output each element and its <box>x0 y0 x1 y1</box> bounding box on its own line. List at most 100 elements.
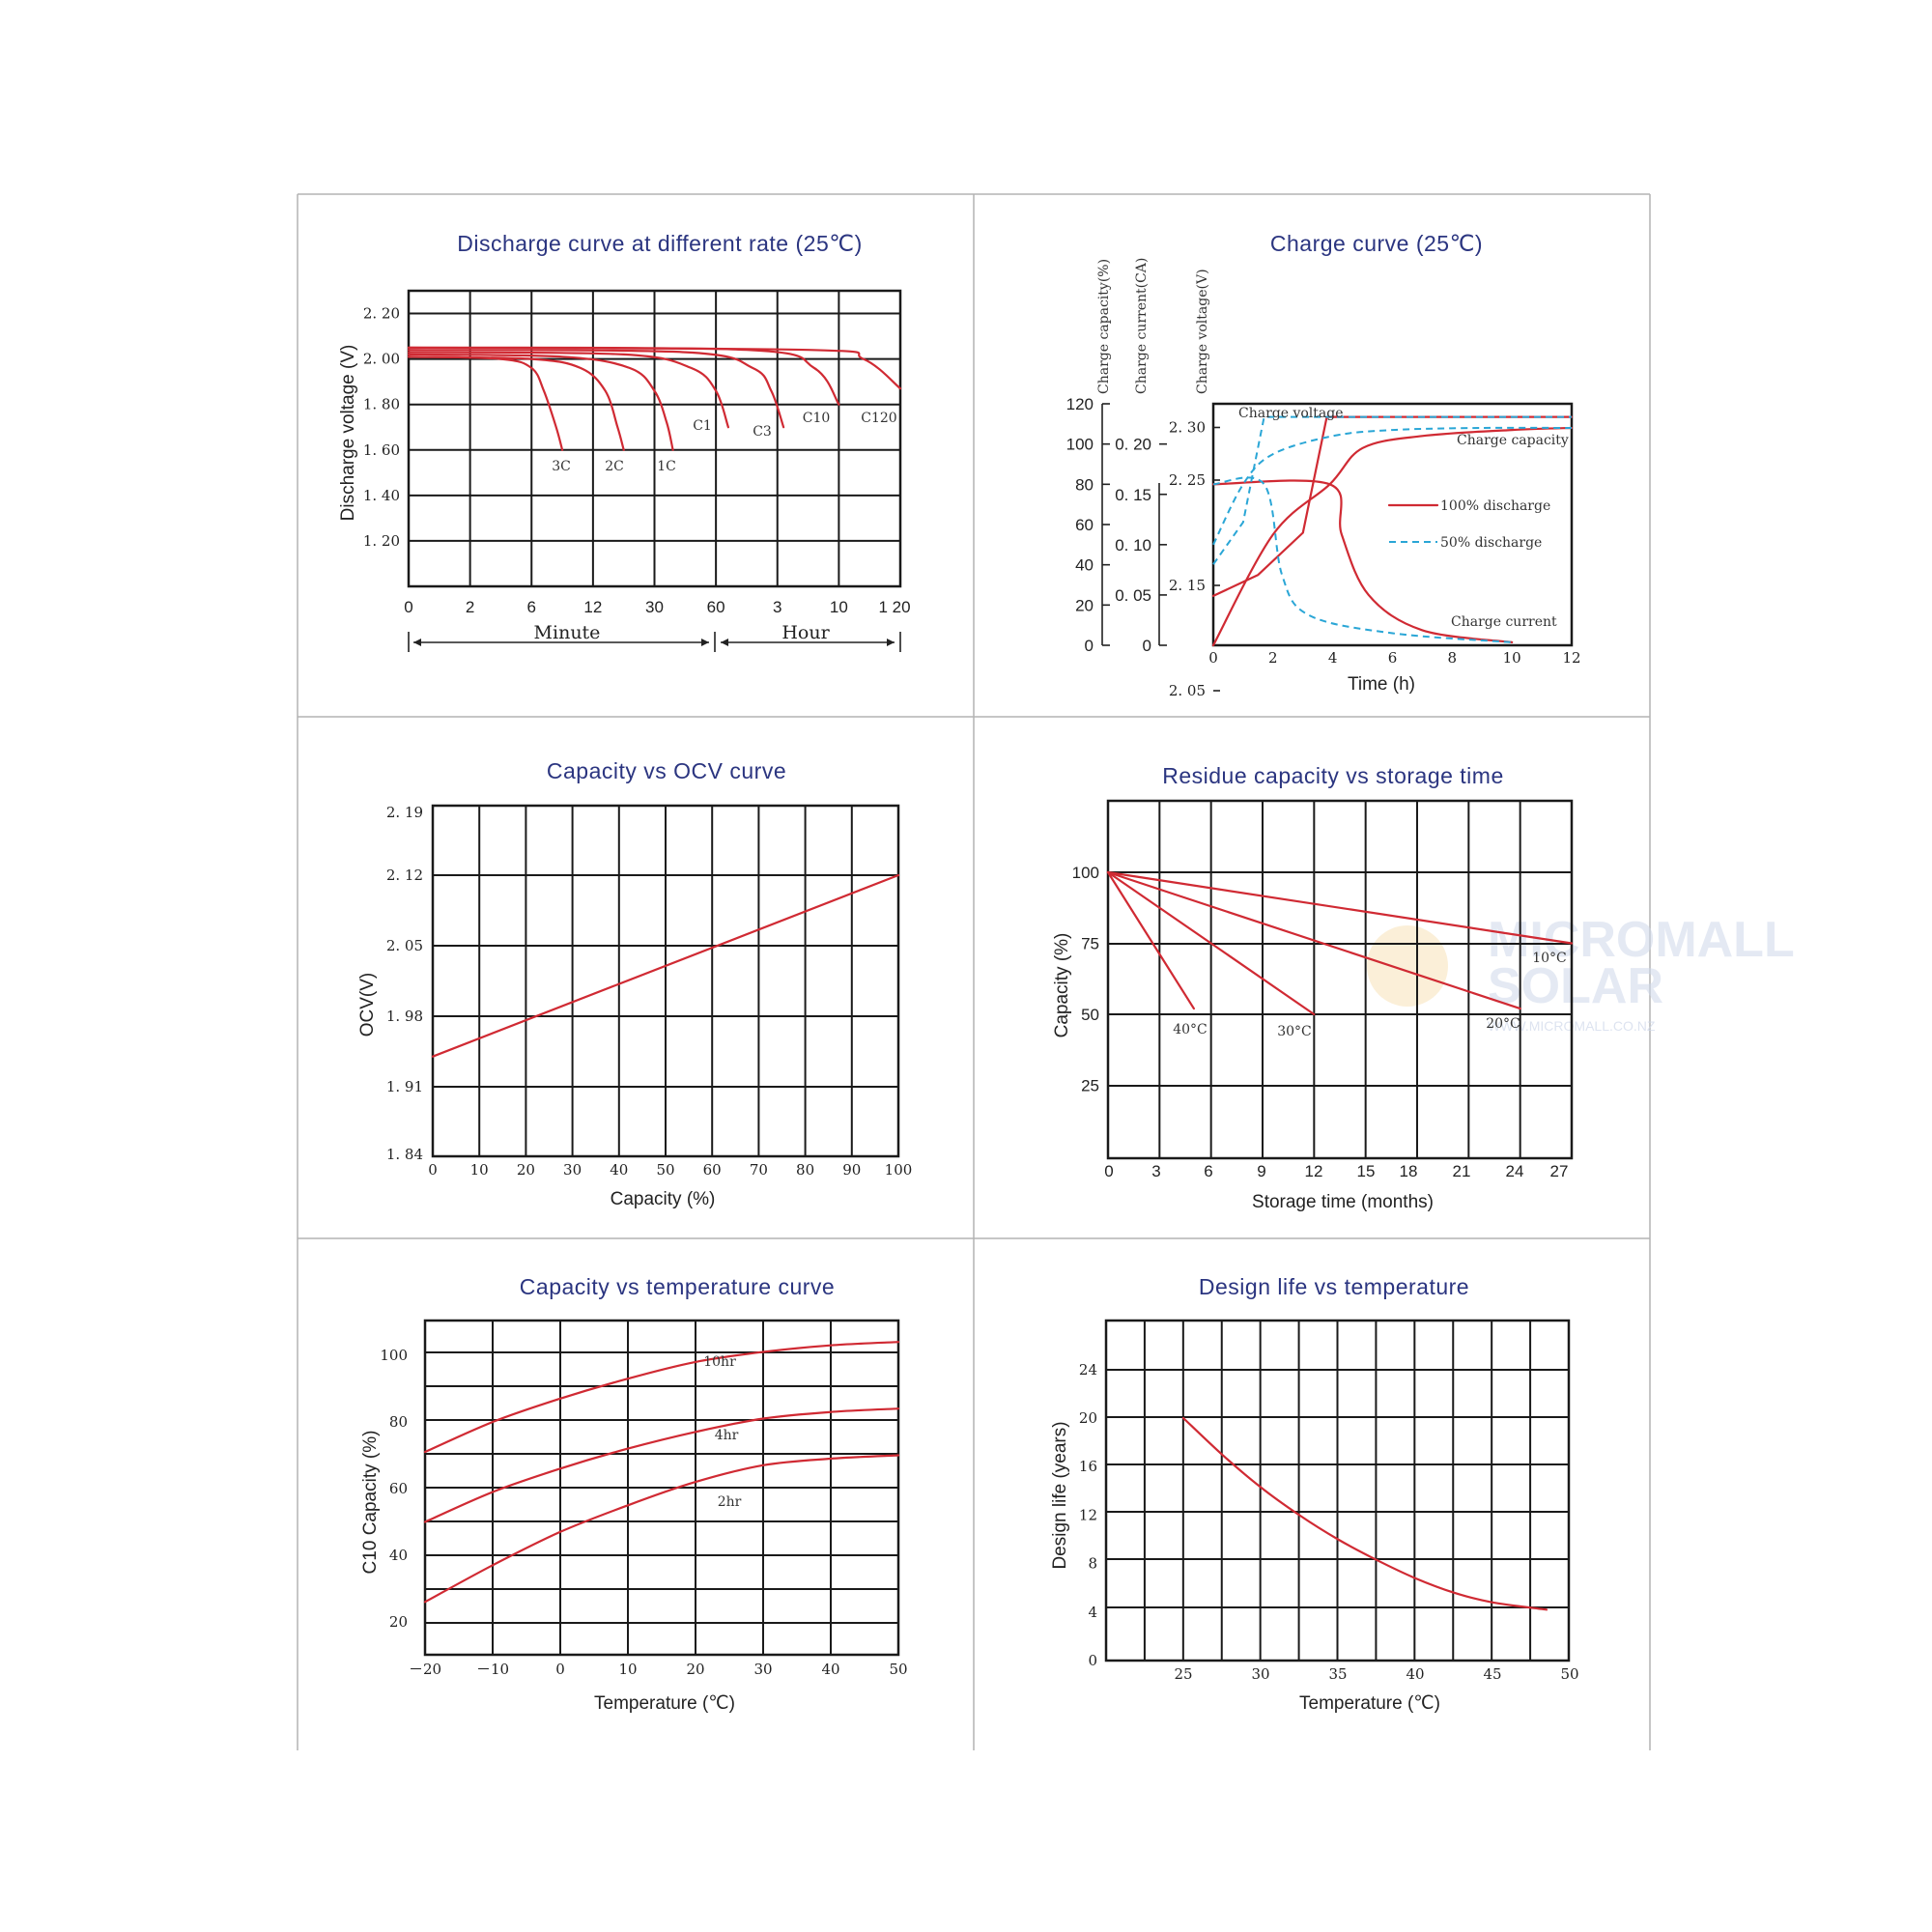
residue-series-labels: 40°C 30°C 20°C 10°C <box>1173 951 1567 1039</box>
ocv-xlabel: Capacity (%) <box>611 1189 716 1209</box>
ocv-ytick: 1. 84 <box>386 1146 423 1163</box>
life-series <box>1181 1416 1548 1611</box>
life-ytick: 20 <box>1079 1409 1097 1427</box>
charge-capacity-tick: 40 <box>1075 556 1094 575</box>
charge-xtick: 0 <box>1208 649 1218 667</box>
residue-series-30-c <box>1106 870 1316 1016</box>
ocv-xtick: 10 <box>470 1161 489 1179</box>
captemp-series-2hr <box>423 1454 900 1604</box>
captemp-xtick: 40 <box>821 1661 839 1678</box>
ocv-xtick: 0 <box>428 1161 438 1179</box>
ocv-title: Capacity vs OCV curve <box>547 758 786 783</box>
charge-xtick: 2 <box>1268 649 1278 667</box>
charge-xtick: 4 <box>1328 649 1338 667</box>
discharge-grid-border <box>407 289 902 588</box>
residue-xtick: 6 <box>1204 1162 1212 1180</box>
discharge-xtick: 6 <box>527 598 536 616</box>
captemp-xtick: 30 <box>753 1661 772 1678</box>
captemp-panel: Capacity vs temperature curve C10 Capaci… <box>360 1274 908 1714</box>
life-xtick: 35 <box>1328 1665 1347 1683</box>
captemp-label-4hr: 4hr <box>715 1428 739 1443</box>
discharge-ytick: 1. 40 <box>363 487 400 504</box>
captemp-grid-border <box>423 1319 900 1657</box>
discharge-series-3c <box>407 355 564 451</box>
charge-current-tick: 0. 20 <box>1115 436 1151 454</box>
life-xtick: 50 <box>1560 1665 1578 1683</box>
charge-title: Charge curve (25℃) <box>1270 231 1483 256</box>
charge-capacity-tick: 0 <box>1085 637 1094 655</box>
captemp-title: Capacity vs temperature curve <box>520 1274 835 1299</box>
ocv-grid-border <box>431 804 900 1158</box>
discharge-label-c3: C3 <box>753 424 772 440</box>
captemp-ytick: 40 <box>389 1547 408 1564</box>
charge-voltage-tick: 2. 05 <box>1169 682 1206 699</box>
discharge-label-c1: C1 <box>693 418 712 434</box>
life-grid <box>1104 1319 1571 1662</box>
life-xtick: 45 <box>1483 1665 1501 1683</box>
discharge-xtick: 0 <box>404 598 412 616</box>
discharge-series-2c <box>407 355 625 451</box>
captemp-ylabel: C10 Capacity (%) <box>360 1431 381 1575</box>
discharge-ytick: 2. 20 <box>363 305 400 323</box>
life-ylabel: Design life (years) <box>1050 1421 1070 1569</box>
residue-ylabel: Capacity (%) <box>1052 933 1072 1038</box>
life-xlabel: Temperature (℃) <box>1299 1693 1440 1714</box>
charge-axis-title-voltage: Charge voltage(V) <box>1195 269 1210 394</box>
legend-100-discharge: 100% discharge <box>1440 498 1550 514</box>
residue-series-10-c <box>1106 870 1574 945</box>
discharge-ytick: 2. 00 <box>363 351 400 368</box>
watermark-line2: SOLAR <box>1488 958 1663 1014</box>
captemp-series-10hr <box>423 1341 900 1454</box>
charge-capacity-tick: 60 <box>1075 516 1094 534</box>
charge-capacity-tick: 100 <box>1066 436 1094 454</box>
discharge-label-2c: 2C <box>605 459 624 474</box>
charge-ann-voltage: Charge voltage <box>1238 406 1344 421</box>
discharge-xtick: 1 20 <box>878 598 910 616</box>
life-xtick: 40 <box>1406 1665 1424 1683</box>
ocv-ticks: 0 10 20 30 40 50 60 70 80 90 100 2. 19 2. 12 2. 05 1. … <box>386 804 912 1179</box>
charge-ann-current: Charge current <box>1451 614 1557 630</box>
captemp-xlabel: Temperature (℃) <box>594 1693 735 1714</box>
charge-xtick: 10 <box>1503 649 1521 667</box>
life-ytick: 8 <box>1088 1555 1097 1573</box>
captemp-series-4hr <box>423 1407 900 1523</box>
residue-label-20: 20°C <box>1486 1016 1520 1032</box>
charge-capacity-tick: 120 <box>1066 395 1094 413</box>
charge-current-tick: 0. 15 <box>1115 486 1151 504</box>
ocv-ytick: 1. 98 <box>386 1008 423 1025</box>
residue-series-20-c <box>1106 870 1521 1010</box>
captemp-xtick: 50 <box>889 1661 907 1678</box>
life-series-line-0 <box>1181 1416 1548 1611</box>
ocv-ytick: 2. 19 <box>386 804 423 821</box>
discharge-xtick: 2 <box>466 598 474 616</box>
discharge-title: Discharge curve at different rate (25℃) <box>457 231 862 256</box>
charge-xtick: 6 <box>1388 649 1398 667</box>
ocv-xtick: 30 <box>563 1161 582 1179</box>
captemp-xtick: 10 <box>618 1661 637 1678</box>
discharge-xtick: 10 <box>830 598 848 616</box>
discharge-label-c120: C120 <box>861 411 896 426</box>
life-ytick: 24 <box>1079 1361 1097 1378</box>
residue-xtick: 3 <box>1151 1162 1160 1180</box>
captemp-series <box>423 1341 900 1604</box>
captemp-grid <box>423 1319 900 1657</box>
discharge-group-hour: Hour <box>781 622 830 643</box>
legend-50-discharge: 50% discharge <box>1440 535 1542 551</box>
ocv-series <box>431 873 900 1058</box>
residue-xtick: 18 <box>1400 1162 1418 1180</box>
residue-xtick: 27 <box>1550 1162 1569 1180</box>
discharge-xtick: 30 <box>645 598 664 616</box>
residue-grid-border <box>1106 799 1574 1160</box>
residue-label-30: 30°C <box>1277 1024 1312 1039</box>
charge-ann-capacity: Charge capacity <box>1457 433 1569 448</box>
ocv-series-line-0 <box>431 873 900 1058</box>
captemp-ytick: 20 <box>389 1613 408 1631</box>
residue-xtick: 0 <box>1104 1162 1113 1180</box>
life-ytick: 4 <box>1088 1604 1097 1621</box>
captemp-label-2hr: 2hr <box>718 1494 742 1510</box>
life-xtick: 30 <box>1251 1665 1269 1683</box>
ocv-panel: Capacity vs OCV curve OCV(V) 0 10 20 30 40 50… <box>357 758 912 1209</box>
ocv-ylabel: OCV(V) <box>357 973 378 1037</box>
